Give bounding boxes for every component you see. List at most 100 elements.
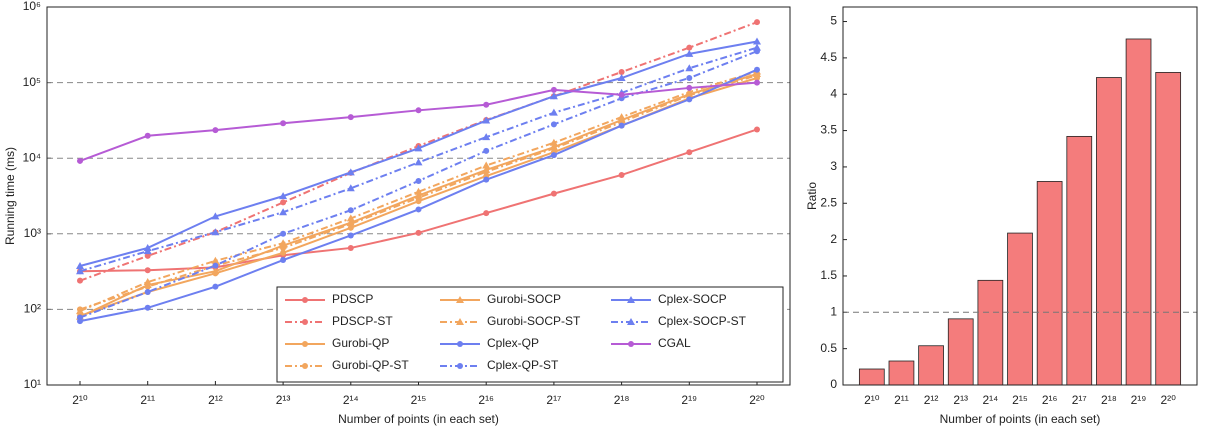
bar — [1007, 232, 1033, 386]
legend-label: PDSCP-ST — [332, 314, 393, 328]
legend-label: Gurobi-SOCP — [487, 292, 561, 306]
marker — [618, 69, 625, 76]
bar — [947, 318, 974, 386]
x-tick-label: 2¹⁵ — [1012, 393, 1028, 407]
marker — [549, 138, 558, 146]
marker — [302, 297, 308, 303]
marker — [280, 249, 287, 256]
marker — [302, 363, 308, 369]
bar — [1066, 135, 1093, 386]
marker — [414, 144, 423, 152]
marker — [144, 288, 151, 295]
y-tick-label: 10⁴ — [22, 150, 41, 164]
x-tick-label: 2¹⁴ — [343, 393, 359, 407]
legend-label: PDSCP — [332, 292, 373, 306]
marker — [482, 165, 491, 173]
marker — [212, 262, 219, 269]
legend: PDSCP PDSCP-ST Gurobi-QP Gurobi-QP-ST Gurobi… — [276, 286, 784, 383]
legend-label: Gurobi-SOCP-ST — [487, 314, 581, 328]
marker — [414, 191, 423, 199]
marker — [280, 199, 287, 206]
marker — [550, 190, 557, 197]
y-tick-label: 10⁵ — [23, 75, 41, 89]
bar — [888, 360, 915, 386]
axes-frame — [46, 6, 791, 386]
marker — [144, 267, 151, 274]
marker — [77, 314, 83, 321]
marker — [414, 158, 423, 166]
marker — [280, 257, 287, 264]
marker — [212, 127, 219, 134]
marker — [77, 157, 83, 164]
marker — [686, 149, 693, 156]
marker — [754, 79, 760, 86]
marker — [211, 267, 220, 275]
marker — [76, 267, 84, 275]
bar — [1125, 38, 1152, 386]
marker — [456, 296, 464, 303]
legend-box — [276, 286, 784, 383]
bar — [918, 345, 944, 386]
marker — [617, 113, 626, 121]
marker — [685, 49, 694, 57]
marker — [482, 161, 491, 169]
marker — [456, 318, 464, 325]
marker — [617, 74, 626, 82]
x-tick-label: 2¹⁴ — [982, 393, 998, 407]
marker — [280, 120, 287, 127]
x-axis-label: Number of points (in each set) — [338, 412, 499, 426]
marker — [279, 192, 288, 200]
marker — [482, 116, 491, 124]
marker — [482, 133, 491, 141]
y-tick-label: 2 — [830, 232, 837, 246]
y-tick-label: 10⁶ — [23, 0, 41, 13]
x-tick-label: 2¹³ — [276, 393, 291, 407]
bar — [858, 368, 885, 386]
marker — [686, 96, 693, 103]
y-tick-label: 1 — [830, 304, 837, 318]
legend-label: Cplex-SOCP-ST — [658, 314, 747, 328]
marker — [550, 121, 557, 128]
bar — [1036, 181, 1063, 386]
y-tick-label: 0 — [830, 377, 837, 391]
x-tick-label: 2²⁰ — [1160, 393, 1176, 407]
x-tick-label: 2¹⁹ — [681, 393, 697, 407]
y-tick-label: 4 — [830, 86, 837, 100]
marker — [415, 177, 422, 184]
marker — [76, 262, 84, 270]
x-tick-label: 2¹⁶ — [1042, 393, 1058, 407]
marker — [550, 152, 557, 159]
x-tick-label: 2¹² — [924, 393, 939, 407]
marker — [627, 318, 635, 325]
bar — [977, 279, 1004, 386]
marker — [483, 210, 490, 217]
marker — [753, 37, 761, 45]
marker — [483, 101, 490, 108]
x-tick-label: 2¹⁶ — [478, 393, 494, 407]
x-tick-label: 2²⁰ — [749, 393, 765, 407]
marker — [279, 208, 288, 216]
marker — [618, 171, 625, 178]
series-line — [79, 70, 758, 313]
y-tick-label: 10³ — [24, 226, 41, 240]
legend-label: Cplex-QP — [487, 336, 539, 350]
x-tick-label: 2¹¹ — [894, 393, 909, 407]
marker — [144, 304, 151, 311]
bar — [1096, 77, 1122, 386]
x-tick-label: 2¹⁵ — [411, 393, 427, 407]
marker — [279, 239, 288, 247]
x-tick-label: 2¹⁷ — [1072, 393, 1087, 407]
marker — [280, 230, 287, 237]
marker — [302, 341, 308, 347]
marker — [347, 114, 354, 121]
y-tick-label: 0.5 — [820, 341, 837, 355]
x-tick-label: 2¹² — [208, 393, 223, 407]
y-tick-label: 3.5 — [820, 123, 837, 137]
marker — [685, 64, 694, 72]
marker — [686, 84, 693, 91]
marker — [143, 278, 152, 286]
legend-label: Cplex-QP-ST — [487, 358, 559, 372]
legend-label: Gurobi-QP — [332, 336, 389, 350]
marker — [415, 229, 422, 236]
